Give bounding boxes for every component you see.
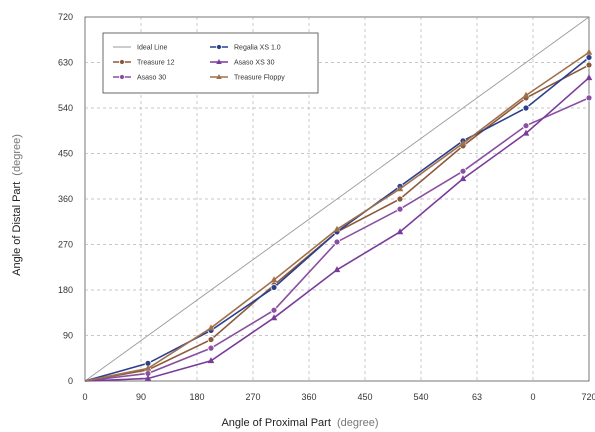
data-point: [585, 48, 593, 55]
x-tick-label: 0: [82, 392, 87, 402]
x-tick-label: 0: [530, 392, 535, 402]
y-tick-label: 540: [58, 103, 73, 113]
x-tick-label: 63: [472, 392, 482, 402]
data-point: [396, 195, 404, 203]
data-point: [585, 74, 593, 81]
data-point: [522, 129, 530, 136]
x-axis-ticks: 0 90 180 270 360 450 540 63 0 720: [82, 392, 595, 402]
series-asaso-30: [84, 94, 593, 382]
data-point: [522, 104, 530, 112]
legend-swatch-marker: [119, 59, 125, 65]
legend-item-asaso-30: Asaso 30: [113, 74, 166, 82]
data-point: [459, 175, 467, 182]
legend-label: Regalia XS 1.0: [234, 45, 281, 52]
y-axis-label-text: Angle of Distal Part: [11, 182, 23, 276]
x-tick-label: 180: [189, 392, 204, 402]
x-axis-label-unit: (degree): [337, 417, 379, 429]
data-point: [270, 306, 278, 314]
data-point: [207, 324, 215, 331]
data-point: [396, 185, 404, 192]
series-layer: [84, 16, 593, 382]
legend-swatch-marker: [216, 44, 222, 50]
data-point: [585, 54, 593, 61]
legend-label: Treasure Floppy: [234, 75, 285, 82]
y-tick-label: 180: [58, 285, 73, 295]
data-point: [333, 266, 341, 273]
data-point: [585, 94, 593, 102]
y-tick-label: 90: [63, 331, 73, 341]
x-tick-label: 720: [581, 392, 595, 402]
legend-label: Ideal Line: [137, 45, 167, 52]
data-point: [270, 276, 278, 283]
series-ideal-line: [84, 16, 590, 382]
legend-item-ideal-line: Ideal Line: [113, 45, 167, 52]
y-tick-label: 360: [58, 194, 73, 204]
legend-item-regalia-xs-1-0: Regalia XS 1.0: [210, 44, 281, 52]
x-tick-label: 360: [301, 392, 316, 402]
x-tick-label: 540: [413, 392, 428, 402]
data-point: [459, 139, 467, 146]
data-point: [522, 91, 530, 98]
y-axis-ticks: 0 90 180 270 360 450 540 630 720: [58, 12, 73, 386]
y-tick-label: 630: [58, 58, 73, 68]
legend-swatch-marker: [119, 74, 125, 80]
legend-item-asaso-xs-30: Asaso XS 30: [210, 59, 275, 67]
x-tick-label: 450: [357, 392, 372, 402]
data-point: [396, 228, 404, 235]
data-point: [207, 344, 215, 352]
legend-swatch-marker: [216, 74, 222, 79]
y-tick-label: 720: [58, 12, 73, 22]
x-axis-label-text: Angle of Proximal Part: [221, 417, 330, 429]
x-tick-label: 270: [245, 392, 260, 402]
legend-item-treasure-12: Treasure 12: [113, 59, 175, 67]
y-axis-label: Angle of Distal Part (degree): [11, 134, 23, 276]
y-tick-label: 270: [58, 240, 73, 250]
data-point: [270, 284, 278, 291]
legend-label: Asaso 30: [137, 75, 166, 82]
y-tick-label: 0: [68, 376, 73, 386]
data-point: [144, 374, 152, 381]
series-asaso-xs-30: [84, 74, 593, 382]
legend-box: [102, 32, 319, 94]
data-point: [270, 314, 278, 321]
legend-item-treasure-floppy: Treasure Floppy: [210, 74, 285, 82]
series-line: [84, 16, 590, 382]
data-point: [585, 61, 593, 69]
data-point: [522, 122, 530, 130]
data-point: [144, 364, 152, 371]
legend-label: Treasure 12: [137, 60, 175, 67]
x-axis-label: Angle of Proximal Part (degree): [221, 417, 378, 429]
data-point: [459, 167, 467, 175]
data-point: [396, 205, 404, 213]
data-point: [333, 225, 341, 232]
x-tick-label: 90: [136, 392, 146, 402]
legend: Ideal Line Regalia XS 1.0 Treasure 12 Asaso…: [102, 32, 319, 94]
data-point: [207, 357, 215, 364]
y-tick-label: 450: [58, 149, 73, 159]
legend-label: Asaso XS 30: [234, 60, 275, 67]
y-axis-label-unit: (degree): [11, 134, 23, 176]
data-point: [207, 336, 215, 343]
series-treasure-floppy: [84, 48, 593, 382]
data-point: [333, 238, 341, 246]
legend-swatch-marker: [216, 59, 222, 64]
